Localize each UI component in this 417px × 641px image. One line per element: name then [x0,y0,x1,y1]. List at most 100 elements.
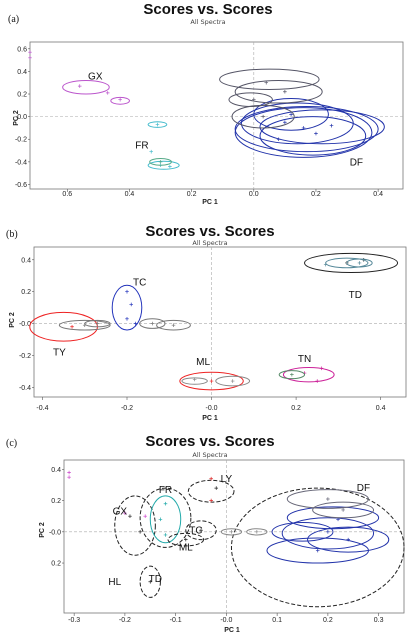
group-point-df-grey [261,114,265,119]
group-ellipse-ty-grey [156,319,191,331]
group-point-fr [158,517,163,522]
group-point-gx [28,56,32,60]
x-tick-label: 0.0 [249,191,259,198]
x-tick-label: -0.2 [119,617,131,624]
group-point-gx [128,514,132,519]
panel-b-marks: -0.4 -0.2 -0.0 0.2 0.4 0.4 0.2 -0.0 -0.2 -0.4 TC TD… [19,247,406,412]
x-tick-label: -0.0 [220,617,232,624]
group-point-df-grey [283,89,287,94]
panel-a-marks: 0.6 0.4 0.2 0.0 0.2 0.4 0.6 0.4 0.2 -0.0 -0.2 -0.4 -… [15,42,403,198]
panel-a-plot-area [29,41,404,190]
x-tick-label: 0.1 [272,617,282,624]
group-point-gx [138,530,142,534]
group-point-ml-grey [192,377,197,382]
group-ellipse-grey-misc [220,528,243,536]
panel-a-title: Scores vs. Scores [143,1,272,18]
group-ellipse-ml [179,371,244,391]
group-point-gx-pink [123,511,127,515]
x-tick-label: 0.2 [323,617,333,624]
x-tick-label: 0.4 [376,405,386,412]
group-ellipse-tn [282,366,335,383]
panel-b-plot-area [33,246,407,398]
group-point-gx-pink [67,470,71,475]
y-tick-label: 0.2 [51,498,61,505]
group-point-ml [209,379,214,383]
group-point-df [315,548,320,553]
group-ellipse-grey-misc [246,528,268,536]
group-point-df-grey [341,508,345,512]
group-point-tc [125,317,129,321]
group-ellipse-gx [62,79,110,95]
group-ellipse-tc [185,520,217,541]
group-point-df [289,112,293,117]
group-ellipse-tn-grey [278,370,306,380]
group-point-td [148,579,153,584]
y-tick-label: -0.4 [15,159,27,166]
group-point-tn [315,379,320,383]
x-tick-label: -0.0 [206,405,218,412]
y-tick-label: 0.2 [21,289,31,296]
group-ellipse-df [259,116,367,156]
y-tick-label: 0.4 [21,257,31,264]
x-tick-label: 0.6 [62,191,72,198]
group-ellipse-df-grey [312,501,375,519]
group-point-ty-grey [171,323,176,327]
group-point-df [326,530,330,534]
x-tick-label: 0.2 [311,191,321,198]
group-point-ml-grey [230,379,235,383]
group-point-tc [133,321,138,326]
y-tick-label: -0.0 [49,529,61,536]
group-ellipse-gx [114,495,156,556]
panel-a-ylabel: PC 2 [13,110,20,126]
panel-c: (c) Scores vs. Scores All Spectra -0.3 -0… [6,433,405,634]
group-ellipse-tc [111,284,143,331]
group-ellipse-df [240,102,354,145]
group-label-ml: ML [179,543,193,554]
group-point-ty-grey [150,321,155,326]
x-tick-label: -0.3 [68,617,80,624]
group-point-grey-misc [229,530,234,534]
panel-b-subtitle: All Spectra [192,239,227,247]
group-label-gx: GX [113,507,128,518]
group-ellipse-fr [147,121,168,128]
group-point-tc [125,289,129,294]
group-point-df [301,126,306,130]
group-label-ly: LY [221,474,233,485]
group-ellipse-df [281,517,375,550]
group-ellipse-df-grey [219,68,320,90]
group-ellipse-df-grey [234,79,323,104]
group-label-td: TD [349,290,362,301]
group-point-df [314,131,318,136]
group-ellipse-ty-grey [58,319,111,331]
x-tick-label: 0.2 [187,191,197,198]
group-point-gx [77,84,82,88]
group-ellipse-tc [167,532,205,547]
group-point-fr [168,164,172,169]
group-ellipse-df [307,526,390,553]
x-tick-label: 0.3 [374,617,384,624]
panel-a-xlabel: PC 1 [202,199,218,206]
panel-c-xlabel: PC 1 [224,627,240,634]
y-tick-label: -0.0 [15,114,27,121]
panel-b-title: Scores vs. Scores [145,223,274,240]
panel-c-marks: -0.3 -0.2 -0.1 -0.0 0.1 0.2 0.3 0.4 0.2 -0.0 0.2 FR… [49,460,405,624]
group-ellipse-df [253,98,329,131]
y-tick-label: 0.2 [51,561,61,568]
group-point-df [329,123,334,128]
group-ellipse-ml-grey [215,375,251,387]
group-ellipse-gx [110,96,130,105]
group-point-td-inner [357,261,362,265]
group-ellipse-df-grey [231,104,295,129]
y-tick-label: 0.2 [17,92,27,99]
group-point-fr [163,501,168,506]
group-label-fr: FR [159,485,172,496]
panel-c-ylabel: PC 2 [39,522,46,538]
group-point-ty-grey [82,323,87,327]
group-label-df: DF [350,157,363,168]
y-tick-label: 0.6 [17,46,27,53]
group-point-df [283,120,287,125]
group-point-tn [319,366,324,371]
group-label-tn: TN [298,354,311,365]
group-point-ly-red [209,498,213,503]
